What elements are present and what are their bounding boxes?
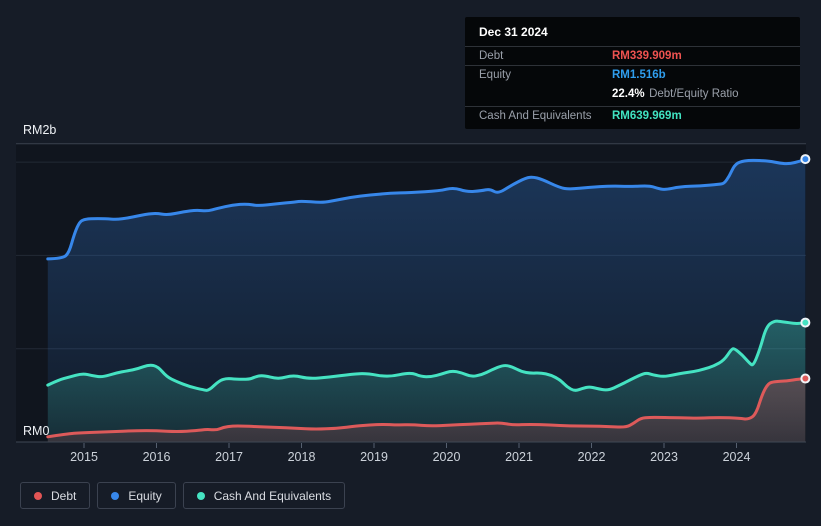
cash-and-equivalents-end-marker — [800, 317, 811, 328]
tooltip-row-debt: Debt RM339.909m — [465, 46, 800, 65]
tooltip-debt-value: RM339.909m — [612, 50, 682, 62]
legend-item-cash[interactable]: Cash And Equivalents — [182, 482, 346, 509]
legend-debt-label: Debt — [51, 488, 77, 503]
debt-line — [46, 377, 806, 439]
x-tick-label: 2020 — [433, 450, 461, 464]
equity-line — [46, 157, 806, 261]
y-axis-min-label: RM0 — [23, 424, 49, 438]
legend-equity-label: Equity — [128, 488, 162, 503]
tooltip-debt-label: Debt — [479, 50, 504, 62]
tooltip-row-ratio: 22.4% Debt/Equity Ratio — [465, 84, 800, 106]
tooltip-ratio-label: Debt/Equity Ratio — [649, 88, 739, 100]
legend-cash-label: Cash And Equivalents — [213, 488, 332, 503]
x-tick-label: 2022 — [578, 450, 606, 464]
tooltip-row-equity: Equity RM1.516b — [465, 65, 800, 84]
chart-tooltip: Dec 31 2024 Debt RM339.909m Equity RM1.5… — [465, 17, 800, 129]
debt-dot-icon — [34, 491, 42, 500]
x-tick-label: 2023 — [650, 450, 678, 464]
x-tick-label: 2024 — [723, 450, 751, 464]
x-tick-label: 2019 — [360, 450, 388, 464]
y-axis-max-label: RM2b — [23, 123, 56, 137]
equity-area — [47, 159, 806, 442]
x-tick-label: 2017 — [215, 450, 243, 464]
tooltip-ratio-value: 22.4% — [612, 88, 645, 100]
equity-end-marker — [800, 154, 811, 165]
x-tick-label: 2018 — [288, 450, 316, 464]
cash-and-equivalents-line — [46, 319, 806, 392]
x-tick-label: 2021 — [505, 450, 533, 464]
tooltip-ratio: 22.4% Debt/Equity Ratio — [612, 84, 792, 102]
legend-item-debt[interactable]: Debt — [20, 482, 91, 509]
plot-series — [46, 154, 811, 442]
tooltip-cash-label: Cash And Equivalents — [479, 110, 592, 122]
debt-end-marker — [800, 373, 811, 384]
x-tick-label: 2015 — [70, 450, 98, 464]
tooltip-date: Dec 31 2024 — [479, 25, 548, 39]
tooltip-equity-value: RM1.516b — [612, 69, 666, 81]
tooltip-row-cash: Cash And Equivalents RM639.969m — [465, 106, 800, 125]
plot-axis: 2015 2016 2017 2018 2019 2020 2021 2022 2023 2024 — [16, 441, 806, 464]
cash-dot-icon — [196, 491, 205, 500]
legend-item-equity[interactable]: Equity — [97, 482, 176, 509]
equity-dot-icon — [111, 491, 120, 500]
tooltip-cash-value: RM639.969m — [612, 110, 682, 122]
cash-and-equivalents-area — [47, 321, 806, 442]
chart-legend: Debt Equity Cash And Equivalents — [20, 482, 346, 509]
x-tick-label: 2016 — [143, 450, 171, 464]
tooltip-equity-label: Equity — [479, 69, 511, 81]
